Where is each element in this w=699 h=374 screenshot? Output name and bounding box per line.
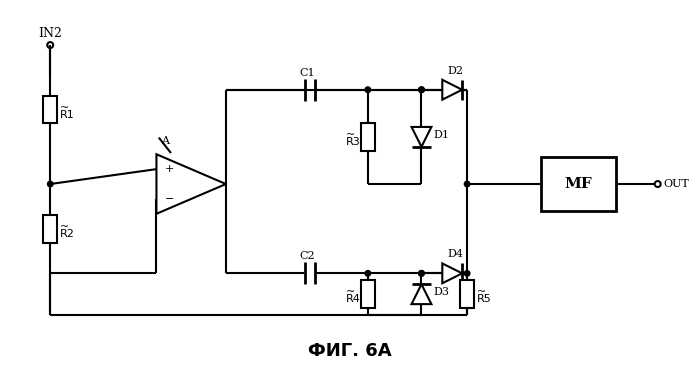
Polygon shape xyxy=(157,154,226,214)
Text: MF: MF xyxy=(564,177,592,191)
Bar xyxy=(541,157,616,211)
Text: R4: R4 xyxy=(346,294,361,304)
Text: R3: R3 xyxy=(346,137,361,147)
Bar xyxy=(361,123,375,151)
Circle shape xyxy=(419,87,424,92)
Circle shape xyxy=(365,270,370,276)
Text: +: + xyxy=(164,164,174,174)
Polygon shape xyxy=(442,80,462,99)
Circle shape xyxy=(419,270,424,276)
Bar xyxy=(43,96,57,123)
Text: C2: C2 xyxy=(299,251,315,261)
Circle shape xyxy=(365,87,370,92)
Circle shape xyxy=(464,270,470,276)
Text: ~: ~ xyxy=(60,102,69,113)
Text: D4: D4 xyxy=(447,249,463,260)
Text: OUT: OUT xyxy=(663,179,689,189)
Text: A: A xyxy=(161,136,169,146)
Text: R5: R5 xyxy=(477,294,492,304)
Text: R2: R2 xyxy=(60,229,75,239)
Circle shape xyxy=(419,87,424,92)
Circle shape xyxy=(48,181,53,187)
Text: D2: D2 xyxy=(447,66,463,76)
Polygon shape xyxy=(412,284,431,304)
Bar xyxy=(361,280,375,308)
Bar xyxy=(43,215,57,243)
Text: IN2: IN2 xyxy=(38,27,62,40)
Text: D1: D1 xyxy=(433,130,449,140)
Text: ~: ~ xyxy=(477,287,487,297)
Polygon shape xyxy=(442,263,462,283)
Text: ~: ~ xyxy=(60,222,69,232)
Text: R1: R1 xyxy=(60,110,75,120)
Text: D3: D3 xyxy=(433,287,449,297)
Text: ~: ~ xyxy=(346,287,355,297)
Bar xyxy=(460,280,474,308)
Text: ФИГ. 6А: ФИГ. 6А xyxy=(308,342,392,360)
Text: ~: ~ xyxy=(346,130,355,140)
Text: −: − xyxy=(164,194,174,204)
Circle shape xyxy=(419,270,424,276)
Text: C1: C1 xyxy=(299,68,315,78)
Polygon shape xyxy=(412,127,431,147)
Circle shape xyxy=(464,181,470,187)
